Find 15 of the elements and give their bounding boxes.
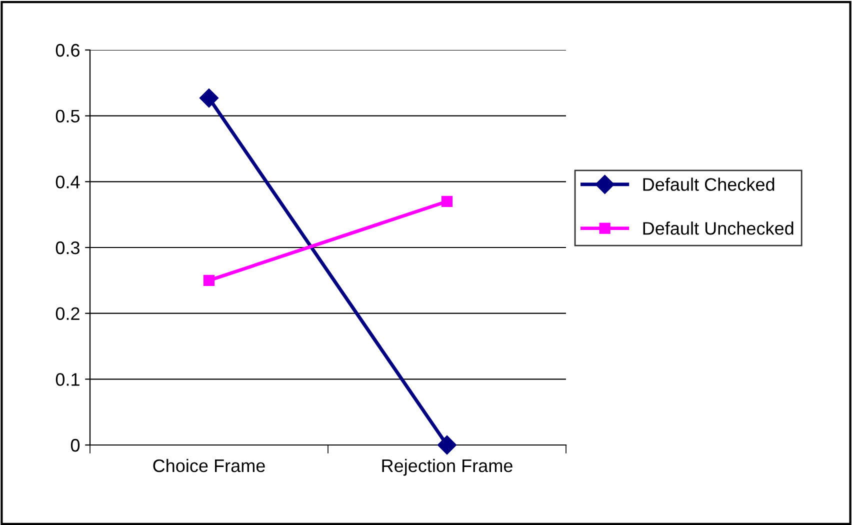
x-tick-label: Rejection Frame: [382, 458, 512, 476]
y-tick-label: 0.2: [56, 307, 80, 320]
legend-label: Default Unchecked: [643, 222, 794, 235]
y-tick-label: 0.6: [56, 44, 80, 57]
point: [203, 274, 215, 286]
y-tick-label: 0.3: [56, 241, 80, 254]
y-tick-label: 0.4: [56, 176, 80, 188]
point: [437, 435, 457, 455]
y-tick-label: 0: [70, 438, 80, 452]
x-tick-label: Choice Frame: [153, 458, 265, 472]
legend-label: Default Checked: [643, 178, 774, 191]
y-tick-label: 0.1: [56, 373, 80, 386]
point: [441, 196, 453, 207]
y-tick-label: 0.5: [56, 110, 80, 123]
point: [199, 88, 219, 108]
